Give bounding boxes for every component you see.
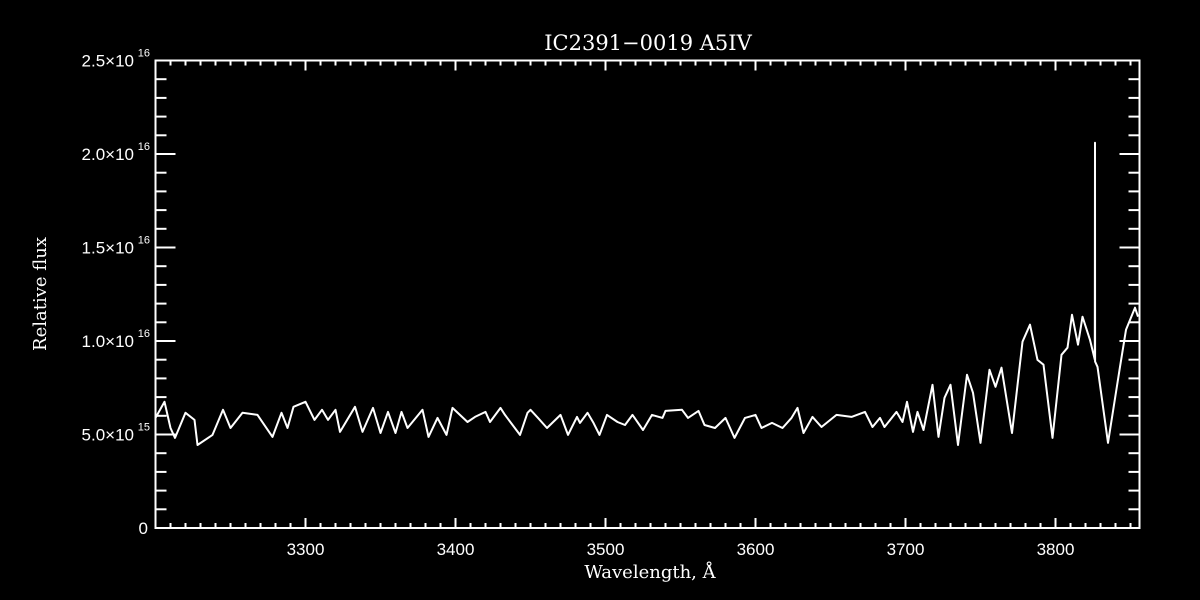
y-tick-label: 0: [139, 519, 148, 538]
x-tick-labels: 3300 3400 3500 3600 3700 3800: [287, 540, 1075, 559]
plot-frame: [154, 59, 1141, 529]
y-tick-label: 16 1.5×10: [82, 235, 150, 258]
y-tick-label: 16 2.5×10: [82, 48, 150, 71]
y-tick-mantissa: 1.5×10: [82, 239, 134, 258]
y-tick-labels: 0 15 5.0×10 16 1.0×10 16 1.5×10 16 2.0×10 16 2.5×1…: [82, 48, 150, 539]
x-tick-label: 3300: [287, 540, 325, 559]
y-tick-exponent: 16: [138, 141, 150, 153]
y-tick-label: 15 5.0×10: [82, 422, 150, 445]
y-tick-label: 16 1.0×10: [82, 328, 150, 351]
y-tick-mantissa: 0: [139, 519, 148, 538]
y-tick-mantissa: 2.5×10: [82, 52, 134, 71]
x-tick-label: 3700: [887, 540, 925, 559]
y-tick-mantissa: 5.0×10: [82, 426, 134, 445]
y-tick-mantissa: 2.0×10: [82, 145, 134, 164]
y-tick-exponent: 16: [138, 235, 150, 247]
x-tick-label: 3500: [587, 540, 625, 559]
x-axis-label: Wavelength, Å: [584, 561, 716, 583]
y-tick-mantissa: 1.0×10: [82, 332, 134, 351]
x-tick-label: 3400: [437, 540, 475, 559]
chart-title: IC2391−0019 A5IV: [544, 31, 752, 55]
y-tick-exponent: 16: [138, 328, 150, 340]
x-tick-label: 3600: [737, 540, 775, 559]
y-axis-label: Relative flux: [30, 237, 51, 351]
y-tick-label: 16 2.0×10: [82, 141, 150, 164]
y-tick-exponent: 16: [138, 48, 150, 60]
axis-ticks: [155, 60, 1140, 528]
y-tick-exponent: 15: [138, 422, 150, 434]
x-tick-label: 3800: [1037, 540, 1075, 559]
spectrum-line: [154, 141, 1139, 446]
